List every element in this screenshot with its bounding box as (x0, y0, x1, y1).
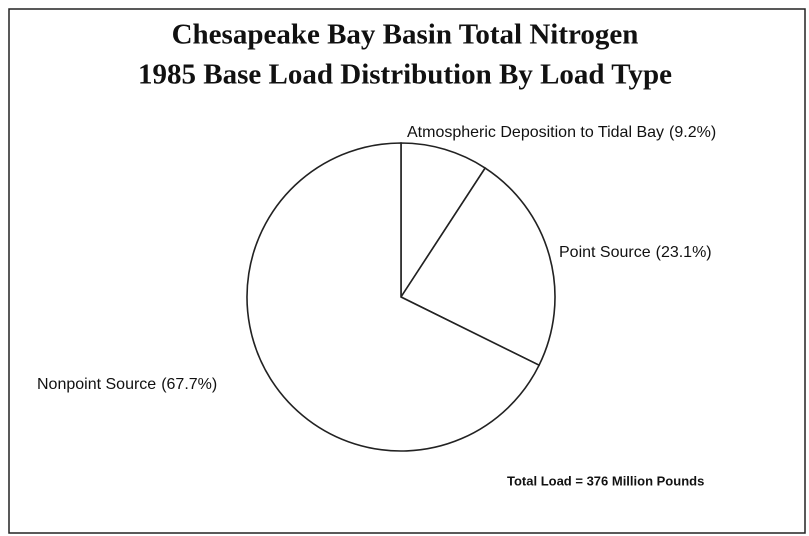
annotation: Total Load = 376 Million Pounds (507, 473, 704, 488)
slice-label: Nonpoint Source (67.7%) (37, 376, 217, 393)
chart-title: 1985 Base Load Distribution By Load Type (138, 59, 672, 91)
slice-value-label: (9.2%) (669, 124, 716, 141)
pie-slice (400, 142, 487, 300)
pie-slice (246, 142, 541, 452)
slice-name: Nonpoint Source (37, 376, 156, 393)
slice-name: Point Source (559, 244, 651, 261)
slice-value-label: (67.7%) (161, 376, 217, 393)
chart-title: Chesapeake Bay Basin Total Nitrogen (172, 19, 639, 51)
slice-label: Atmospheric Deposition to Tidal Bay (9.2%… (407, 124, 716, 141)
slice-name: Atmospheric Deposition to Tidal Bay (407, 124, 664, 141)
slice-label: Point Source (23.1%) (559, 244, 712, 261)
slice-value-label: (23.1%) (656, 244, 712, 261)
